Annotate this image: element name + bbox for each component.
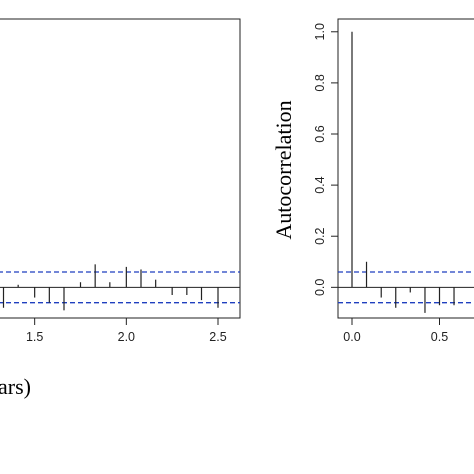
right-x-tick-label: 0.0 <box>343 330 360 344</box>
right-x-tick-label: 0.5 <box>431 330 448 344</box>
right-acf-bars <box>351 31 455 313</box>
right-acf-panel: 0.0 0.2 0.4 0.6 0.8 1.0 0.0 0.5 Autocorrelatio… <box>271 18 474 344</box>
right-y-axis: 0.0 0.2 0.4 0.6 0.8 1.0 <box>313 23 338 296</box>
right-y-tick-label: 0.2 <box>313 227 327 244</box>
right-y-axis-label: Autocorrelation <box>271 100 296 239</box>
left-acf-bars <box>2 264 219 311</box>
left-acf-panel: 1.5 2.0 2.5 ars) <box>0 18 241 399</box>
left-x-tick-label: 2.5 <box>209 330 226 344</box>
left-x-tick-label: 2.0 <box>118 330 135 344</box>
left-x-axis-label: ars) <box>0 374 31 399</box>
right-y-tick-label: 1.0 <box>313 23 327 40</box>
left-x-axis: 1.5 2.0 2.5 <box>26 318 227 344</box>
right-y-tick-label: 0.6 <box>313 125 327 142</box>
left-x-tick-label: 1.5 <box>26 330 43 344</box>
right-y-tick-label: 0.0 <box>313 279 327 296</box>
left-plot-frame <box>0 18 241 319</box>
right-x-axis: 0.0 0.5 <box>343 318 448 344</box>
right-plot-frame <box>337 18 474 319</box>
right-y-tick-label: 0.4 <box>313 176 327 193</box>
right-y-tick-label: 0.8 <box>313 74 327 91</box>
